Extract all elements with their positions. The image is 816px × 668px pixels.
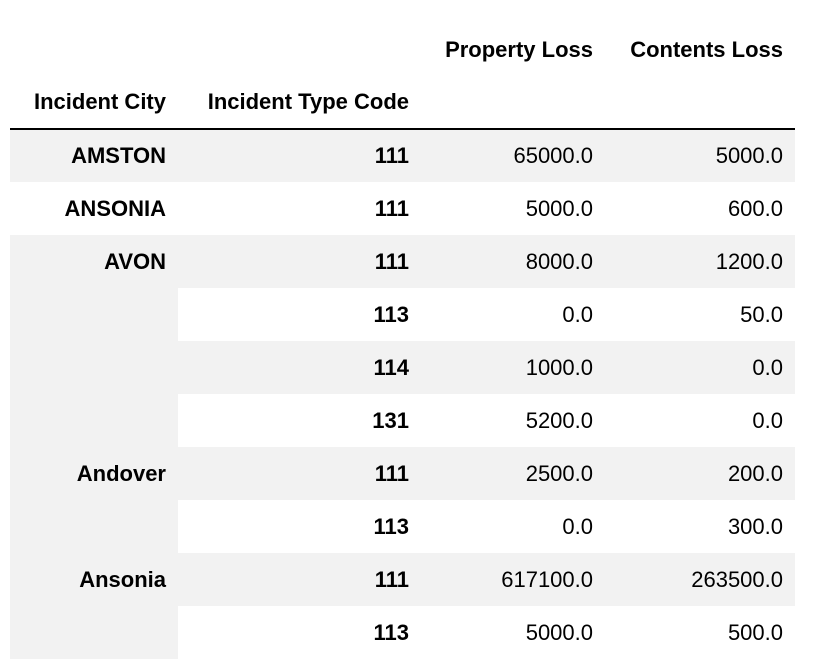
- row-type-code: 111: [178, 182, 421, 235]
- cell-contents-loss: 263500.0: [605, 553, 795, 606]
- header-contents-loss: Contents Loss: [630, 36, 783, 62]
- table-row: ANSONIA 111 5000.0 600.0: [10, 182, 795, 235]
- row-type-code: 111: [178, 553, 421, 606]
- row-type-code: 114: [178, 341, 421, 394]
- header-blank: [421, 76, 605, 129]
- column-header-row: Property Loss Contents Loss: [10, 23, 795, 76]
- table-row: 131 5200.0 0.0: [10, 394, 795, 447]
- cell-property-loss: 5000.0: [421, 182, 605, 235]
- cell-contents-loss: 5000.0: [605, 129, 795, 182]
- table-row: 114 1000.0 0.0: [10, 341, 795, 394]
- cell-contents-loss: 50.0: [605, 288, 795, 341]
- row-type-code: 113: [178, 288, 421, 341]
- header-blank: [178, 23, 421, 76]
- cell-contents-loss: 0.0: [605, 394, 795, 447]
- cell-property-loss: 1000.0: [421, 341, 605, 394]
- header-blank: [10, 23, 178, 76]
- table-row: 113 5000.0 500.0: [10, 606, 795, 659]
- table-row: Ansonia 111 617100.0 263500.0: [10, 553, 795, 659]
- row-city: AMSTON: [10, 129, 178, 182]
- table-body: AMSTON 111 65000.0 5000.0 ANSONIA 111 50…: [10, 129, 795, 659]
- cell-contents-loss: 600.0: [605, 182, 795, 235]
- cell-property-loss: 617100.0: [421, 553, 605, 606]
- cell-property-loss: 65000.0: [421, 129, 605, 182]
- table-row: 113 0.0 300.0: [10, 500, 795, 553]
- table-row: 113 0.0 50.0: [10, 288, 795, 341]
- cell-contents-loss: 500.0: [605, 606, 795, 659]
- row-type-code: 111: [178, 447, 421, 500]
- row-type-code: 113: [178, 606, 421, 659]
- row-city: Ansonia: [10, 553, 178, 659]
- header-property-loss: Property Loss: [445, 36, 593, 62]
- dataframe-output: Property Loss Contents Loss Incident Cit…: [10, 23, 795, 659]
- cell-contents-loss: 300.0: [605, 500, 795, 553]
- table-row: AVON 111 8000.0 1200.0: [10, 235, 795, 447]
- cell-property-loss: 5000.0: [421, 606, 605, 659]
- row-type-code: 111: [178, 129, 421, 182]
- table-row: Andover 111 2500.0 200.0: [10, 447, 795, 553]
- cell-property-loss: 8000.0: [421, 235, 605, 288]
- header-incident-type-code: Incident Type Code: [207, 89, 409, 114]
- row-type-code: 111: [178, 235, 421, 288]
- cell-property-loss: 2500.0: [421, 447, 605, 500]
- row-city: Andover: [10, 447, 178, 553]
- cell-property-loss: 0.0: [421, 500, 605, 553]
- header-blank: [605, 76, 795, 129]
- cell-contents-loss: 0.0: [605, 341, 795, 394]
- dataframe-table: Property Loss Contents Loss Incident Cit…: [10, 23, 795, 659]
- header-incident-city: Incident City: [33, 89, 166, 114]
- row-city: ANSONIA: [10, 182, 178, 235]
- index-header-row: Incident City Incident Type Code: [10, 76, 795, 129]
- table-header: Property Loss Contents Loss Incident Cit…: [10, 23, 795, 129]
- row-city: AVON: [10, 235, 178, 447]
- cell-contents-loss: 200.0: [605, 447, 795, 500]
- cell-contents-loss: 1200.0: [605, 235, 795, 288]
- table-row: AMSTON 111 65000.0 5000.0: [10, 129, 795, 182]
- cell-property-loss: 5200.0: [421, 394, 605, 447]
- row-type-code: 113: [178, 500, 421, 553]
- cell-property-loss: 0.0: [421, 288, 605, 341]
- row-type-code: 131: [178, 394, 421, 447]
